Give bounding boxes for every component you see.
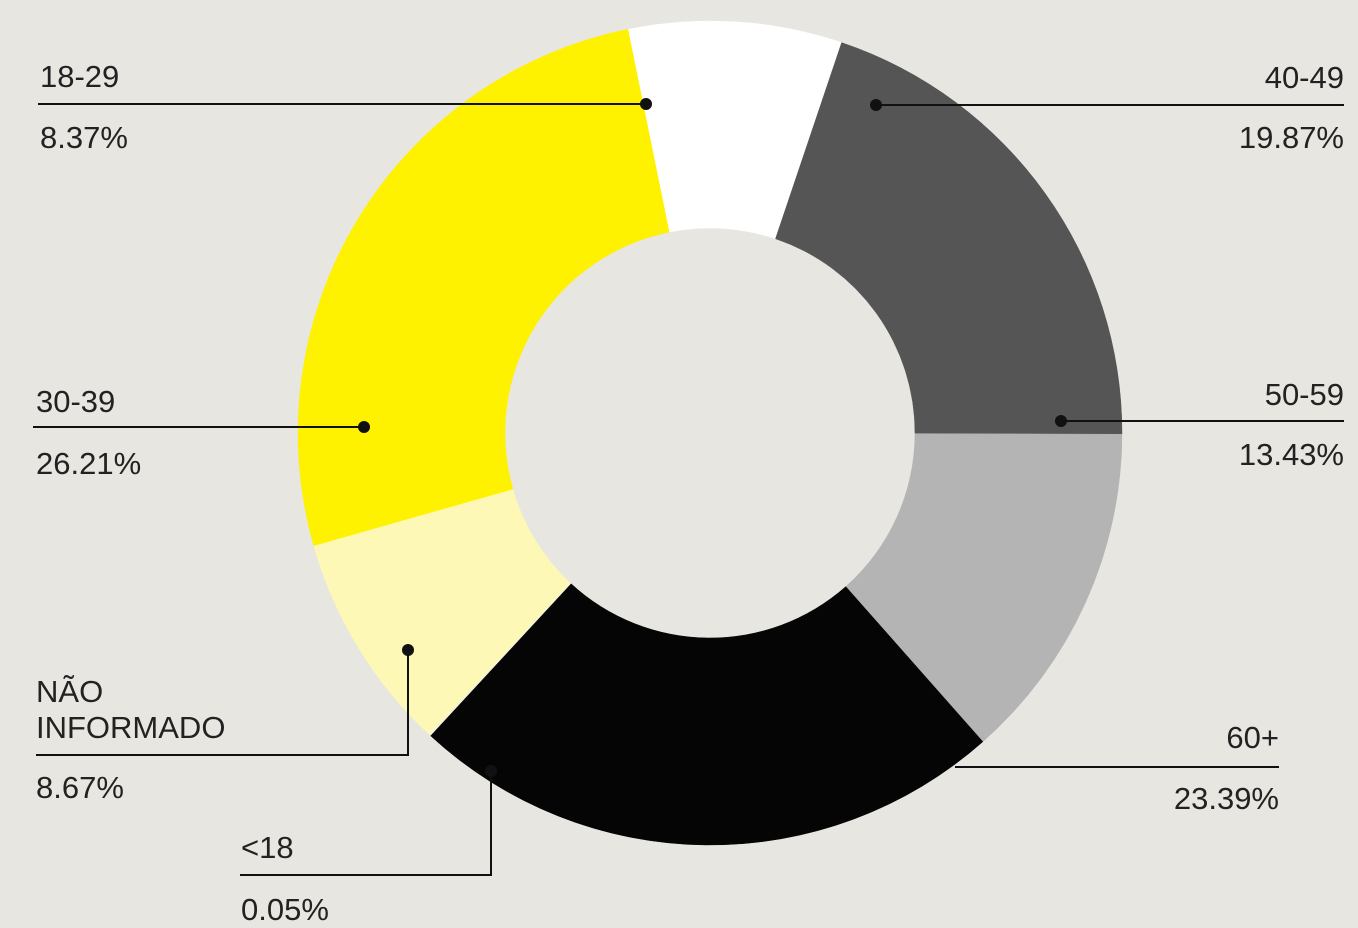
value-label-18: 0.05% [241, 892, 329, 927]
donut-slices [297, 20, 1123, 846]
leader-dot-50-59 [1055, 415, 1067, 427]
leader-dot-30-39 [358, 421, 370, 433]
leader-lines [33, 98, 1344, 876]
slice-labels: 18-29 8.37% 40-49 19.87% 50-59 13.43% 60+ 23.39… [36, 59, 1344, 927]
category-label-40-49: 40-49 [1265, 60, 1344, 95]
category-label-50-59: 50-59 [1265, 377, 1344, 412]
leader-line-n-o-informado [36, 650, 409, 756]
category-label-18-29: 18-29 [40, 59, 119, 94]
leader-line-18 [240, 771, 492, 876]
leader-dot-18-29 [640, 98, 652, 110]
category-label-60: 60+ [1226, 720, 1279, 755]
value-label-50-59: 13.43% [1239, 437, 1344, 472]
leader-dot-40-49 [870, 99, 882, 111]
value-label-40-49: 19.87% [1239, 120, 1344, 155]
category-label-30-39: 30-39 [36, 384, 115, 419]
value-label-30-39: 26.21% [36, 446, 141, 481]
value-label-n-o-informado: 8.67% [36, 770, 124, 805]
leader-dot-n-o-informado [402, 644, 414, 656]
category-label-n-o-informado-line-2: INFORMADO [36, 710, 225, 745]
slice-30-39 [297, 28, 670, 546]
category-label-18: <18 [241, 830, 294, 865]
leader-dot-18 [485, 765, 497, 777]
value-label-60: 23.39% [1174, 781, 1279, 816]
value-label-18-29: 8.37% [40, 120, 128, 155]
slice-60 [430, 583, 984, 846]
slice-40-49 [775, 42, 1123, 435]
category-label-n-o-informado-line-1: NÃO [36, 674, 103, 709]
